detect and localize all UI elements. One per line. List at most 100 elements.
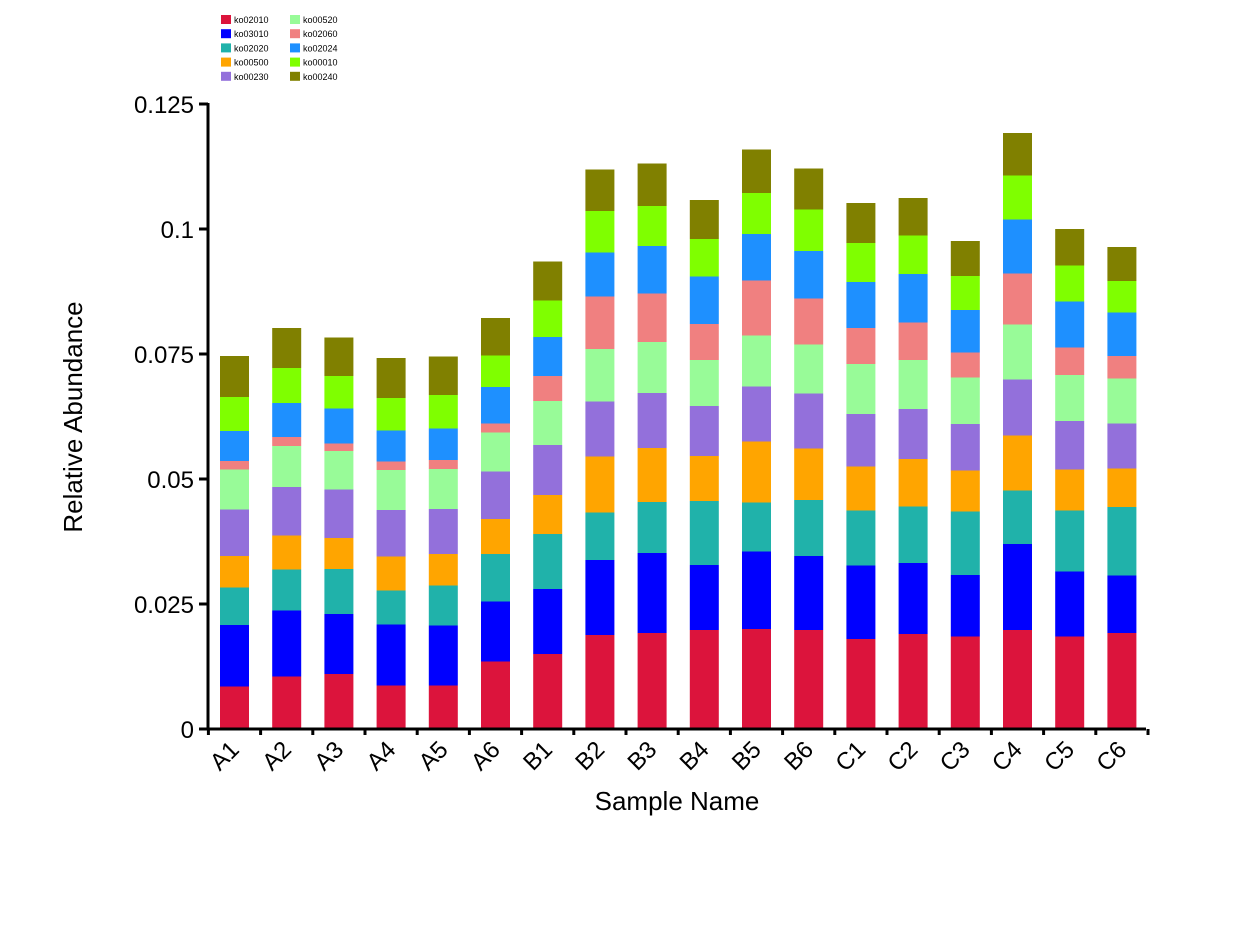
bar-segment-B5-ko02024 <box>742 234 771 281</box>
x-tick-label: A3 <box>309 736 349 776</box>
bar-segment-B2-ko00230 <box>585 401 615 457</box>
legend-label-ko00010: ko00010 <box>303 58 338 68</box>
bar-segment-B2-ko00520 <box>585 349 615 402</box>
legend-swatch-ko00500 <box>221 57 231 67</box>
bar-segment-A4-ko00240 <box>376 358 406 398</box>
x-tick-label: C5 <box>1039 736 1080 777</box>
legend-label-ko02060: ko02060 <box>303 29 338 39</box>
x-tick-label: B2 <box>570 736 610 776</box>
bar-segment-C3-ko00010 <box>950 276 980 310</box>
bar-segment-B3-ko00500 <box>637 448 667 502</box>
x-tick-label: B5 <box>727 736 767 776</box>
bar-segment-A6-ko00520 <box>481 432 510 472</box>
bar-segment-B3-ko02020 <box>637 502 667 553</box>
bar-segment-B6-ko02060 <box>794 298 824 345</box>
bar-segment-B3-ko03010 <box>637 553 667 633</box>
bar-segment-B5-ko02020 <box>742 502 771 552</box>
bar-segment-A5-ko00500 <box>428 554 458 586</box>
bar-segment-A5-ko02020 <box>428 585 458 626</box>
bar-segment-A5-ko00520 <box>428 469 458 509</box>
bar-segment-C1-ko00010 <box>846 243 876 282</box>
bar-segment-A1-ko02060 <box>220 461 249 470</box>
bar-segment-B6-ko02020 <box>794 500 824 556</box>
x-axis: A1 A2 A3 A4 A5 A6 B1 B2 B3 B4 B5 B6 C1 C2 C3 C4 C5 C6 <box>205 727 1150 777</box>
bar-segment-A5-ko00240 <box>428 356 458 395</box>
bar-segment-C1-ko02060 <box>846 328 876 364</box>
legend-swatch-ko02010 <box>221 15 231 24</box>
bar-segment-C2-ko02060 <box>898 322 928 360</box>
bar-segment-C1-ko00230 <box>846 414 876 467</box>
legend-label-ko02020: ko02020 <box>234 43 269 53</box>
bar-segment-A1-ko00500 <box>220 556 249 588</box>
bar-segment-B6-ko02010 <box>794 630 824 729</box>
bar-segment-B1-ko00230 <box>533 445 563 495</box>
bar-segment-C2-ko00010 <box>898 235 928 274</box>
bar-segment-A6-ko00010 <box>481 355 510 387</box>
bar-segment-A1-ko02010 <box>220 686 249 729</box>
bar-segment-C1-ko00520 <box>846 364 876 414</box>
bar-segment-C3-ko02060 <box>950 352 980 378</box>
y-axis: 0 0.025 0.05 0.075 0.1 0.125 <box>134 92 210 744</box>
bar-segment-A5-ko00230 <box>428 509 458 554</box>
bar-segment-A6-ko03010 <box>481 601 510 662</box>
bar-segment-B3-ko00230 <box>637 393 667 448</box>
bar-segment-C1-ko02024 <box>846 282 876 328</box>
bar-segment-B6-ko00520 <box>794 344 824 394</box>
bar-segment-C6-ko02024 <box>1107 312 1137 356</box>
bar-segment-C1-ko02010 <box>846 639 876 729</box>
bar-segment-C2-ko00240 <box>898 198 928 236</box>
bar-segment-B1-ko02024 <box>533 337 563 376</box>
bar-segment-A1-ko02024 <box>220 431 249 461</box>
bar-segment-B1-ko00520 <box>533 401 563 445</box>
bar-segment-C4-ko00240 <box>1003 133 1032 176</box>
bar-segment-C1-ko02020 <box>846 510 876 566</box>
bar-segment-C4-ko00230 <box>1003 379 1032 436</box>
bar-segment-A2-ko02020 <box>272 569 302 611</box>
bar-segment-A3-ko00520 <box>324 451 354 490</box>
bar-segment-A1-ko00520 <box>220 469 249 510</box>
bar-segment-C6-ko00520 <box>1107 378 1137 424</box>
bar-segment-C6-ko02010 <box>1107 633 1137 729</box>
bar-segment-B2-ko02024 <box>585 252 615 297</box>
x-tick-label: A4 <box>361 736 401 776</box>
bar-segment-B5-ko03010 <box>742 551 771 629</box>
bar-segment-B4-ko00500 <box>689 456 719 501</box>
bar-segment-C4-ko02010 <box>1003 630 1032 729</box>
legend: ko02010 ko03010 ko02020 ko00500 ko00230 ko005… <box>221 15 338 82</box>
bar-segment-B1-ko00240 <box>533 261 563 301</box>
legend-label-ko02024: ko02024 <box>303 43 338 53</box>
legend-swatch-ko02020 <box>221 43 231 53</box>
bar-segment-A6-ko00230 <box>481 471 510 519</box>
y-tick-label: 0.1 <box>161 217 194 244</box>
bar-segment-A5-ko00010 <box>428 395 458 429</box>
y-tick-label: 0.125 <box>134 92 194 119</box>
x-tick-label: A1 <box>205 736 245 776</box>
bars <box>220 133 1137 729</box>
bar-segment-C6-ko00230 <box>1107 423 1137 469</box>
bar-segment-B2-ko00240 <box>585 169 615 211</box>
bar-segment-B5-ko02060 <box>742 280 771 336</box>
bar-segment-A1-ko00230 <box>220 509 249 556</box>
bar-segment-C3-ko00500 <box>950 470 980 512</box>
bar-segment-A2-ko00520 <box>272 446 302 487</box>
bar-segment-C2-ko03010 <box>898 563 928 634</box>
bar-segment-A2-ko00240 <box>272 328 302 368</box>
bar-segment-A3-ko00240 <box>324 337 354 376</box>
bar-segment-A4-ko00500 <box>376 556 406 591</box>
bar-segment-A6-ko02010 <box>481 661 510 729</box>
bar-segment-C1-ko00500 <box>846 466 876 511</box>
bar-segment-A4-ko00520 <box>376 470 406 510</box>
bar-segment-C3-ko00520 <box>950 377 980 424</box>
bar-segment-A2-ko02024 <box>272 403 302 437</box>
bar-segment-B4-ko00520 <box>689 360 719 406</box>
bar-segment-C6-ko02020 <box>1107 507 1137 576</box>
bar-segment-C5-ko00240 <box>1055 229 1085 266</box>
bar-segment-B2-ko03010 <box>585 560 615 635</box>
bar-segment-C6-ko00010 <box>1107 281 1137 313</box>
bar-segment-C3-ko00240 <box>950 241 980 276</box>
legend-label-ko00240: ko00240 <box>303 72 338 82</box>
x-tick-label: A6 <box>466 736 506 776</box>
bar-segment-C3-ko02024 <box>950 310 980 353</box>
bar-segment-C3-ko00230 <box>950 424 980 471</box>
bar-segment-A4-ko02020 <box>376 590 406 625</box>
